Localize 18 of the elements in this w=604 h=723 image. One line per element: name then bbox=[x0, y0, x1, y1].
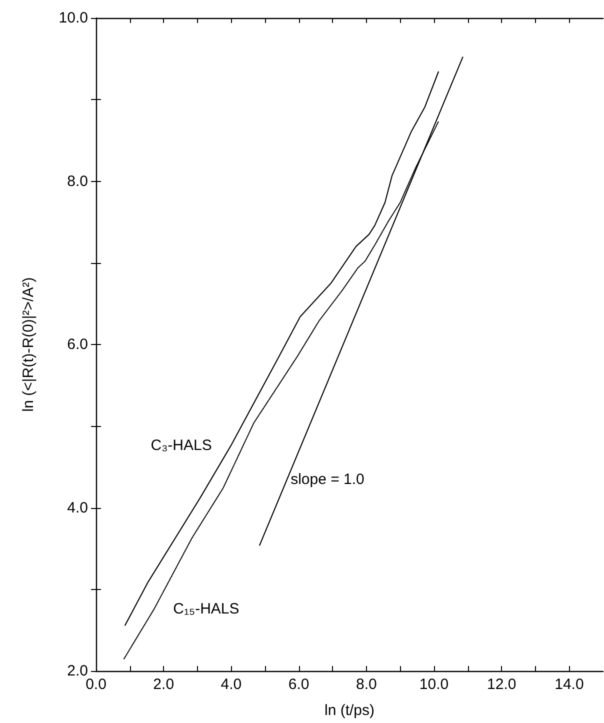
y-tick-label: 8.0 bbox=[67, 172, 88, 190]
x-tick-label: 14.0 bbox=[554, 676, 584, 693]
x-tick-label: 10.0 bbox=[419, 676, 449, 693]
y-tick-label: 4.0 bbox=[67, 499, 88, 516]
x-tick-label: 6.0 bbox=[288, 676, 310, 693]
y-tick-label: 10.0 bbox=[58, 10, 88, 26]
x-tick-label: 4.0 bbox=[220, 676, 242, 693]
x-tick-label: 0.0 bbox=[86, 676, 106, 693]
y-tick-label: 6.0 bbox=[67, 336, 88, 353]
y-tick-label: 2.0 bbox=[67, 662, 88, 680]
x-axis-title: ln (t/ps) bbox=[324, 702, 375, 719]
series-label: slope = 1.0 bbox=[290, 470, 364, 488]
series-label: C₁₅-HALS bbox=[173, 600, 240, 618]
x-tick-label: 8.0 bbox=[356, 676, 377, 693]
y-axis-title: ln (<|R(t)-R(0)|²>/A²) bbox=[20, 277, 37, 412]
x-tick-label: 12.0 bbox=[487, 676, 516, 693]
series-label: C₃-HALS bbox=[150, 437, 212, 454]
x-tick-label: 2.0 bbox=[153, 676, 174, 693]
